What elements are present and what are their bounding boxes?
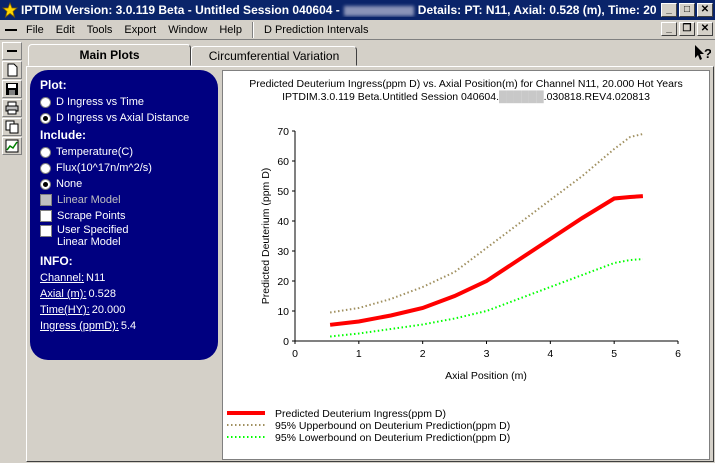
context-help-icon[interactable]: ? [693, 44, 711, 62]
deuterium-chart: Predicted Deuterium Ingress(ppm D) vs. A… [227, 78, 683, 444]
checkbox-box[interactable] [40, 210, 52, 222]
left-toolbar [0, 41, 24, 463]
child-minimize-button[interactable]: _ [661, 22, 677, 36]
y-axis-label: Predicted Deuterium (ppm D) [260, 168, 272, 305]
tab-strip: Main Plots Circumferential Variation [28, 44, 357, 66]
checkbox-scrape-points[interactable]: Scrape Points [40, 208, 208, 224]
menu-tools[interactable]: Tools [86, 23, 113, 36]
toolbar-collapse-button[interactable] [2, 42, 22, 60]
y-tick-label: 70 [277, 126, 289, 138]
app-star-icon[interactable] [2, 2, 18, 18]
radio-temperature[interactable]: Temperature(C) [40, 144, 208, 160]
include-header: Include: [40, 128, 87, 142]
radio-unchecked[interactable] [40, 162, 51, 174]
menu-d-prediction-intervals[interactable]: D Prediction Intervals [263, 23, 369, 36]
menu-file[interactable]: File [26, 23, 44, 36]
y-tick-label: 40 [277, 216, 289, 228]
x-tick-label: 0 [292, 348, 298, 360]
series-predicted-line [329, 194, 644, 327]
y-tick-label: 0 [283, 336, 289, 348]
redacted-text: ██████ [499, 90, 544, 104]
radio-checked[interactable] [40, 112, 51, 124]
printer-icon [5, 101, 19, 115]
y-tick-label: 20 [277, 276, 289, 288]
print-button[interactable] [2, 99, 22, 117]
legend: Predicted Deuterium Ingress(ppm D)95% Up… [227, 408, 510, 444]
menu-window[interactable]: Window [168, 23, 208, 36]
save-disk-icon [6, 83, 18, 95]
new-file-icon [7, 63, 18, 77]
plot-header: Plot: [40, 78, 67, 92]
chart-subtitle: IPTDIM.3.0.119 Beta.Untitled Session 040… [282, 90, 650, 104]
svg-text:?: ? [704, 46, 711, 61]
tab-page [26, 66, 714, 462]
x-tick-label: 4 [547, 348, 553, 360]
minus-icon [7, 50, 17, 52]
copy-icon [5, 120, 19, 134]
chart-area: Predicted Deuterium Ingress(ppm D) vs. A… [222, 70, 710, 460]
child-close-button[interactable]: ✕ [697, 22, 713, 36]
menu-bar: File Edit Tools Export Window Help D Pre… [0, 20, 715, 40]
copy-button[interactable] [2, 118, 22, 136]
series-lowerbound-line [329, 258, 643, 338]
child-restore-button[interactable]: ❐ [679, 22, 695, 36]
y-tick-label: 60 [277, 156, 289, 168]
maximize-button[interactable]: □ [679, 3, 695, 17]
minimize-button[interactable]: _ [661, 3, 677, 17]
legend-lowerbound-label: 95% Lowerbound on Deuterium Prediction(p… [275, 432, 510, 444]
x-tick-label: 3 [484, 348, 490, 360]
x-tick-label: 6 [675, 348, 681, 360]
y-tick-label: 10 [277, 306, 289, 318]
menu-edit[interactable]: Edit [55, 23, 75, 36]
checkbox-linear-model[interactable]: Linear Model [40, 192, 208, 208]
info-time: Time(HY): 20.000 [40, 304, 126, 316]
radio-none[interactable]: None [40, 176, 208, 192]
redacted-text [343, 5, 414, 16]
tab-circumferential-variation[interactable]: Circumferential Variation [191, 46, 357, 66]
series-upperbound-line [329, 133, 644, 314]
checkbox-user-specified-linear-model[interactable]: User Specified Linear Model [40, 224, 208, 250]
chart-icon [5, 139, 19, 153]
menu-help[interactable]: Help [219, 23, 242, 36]
radio-d-ingress-vs-time[interactable]: D Ingress vs Time [40, 94, 208, 110]
y-tick-label: 50 [277, 186, 289, 198]
tab-main-plots[interactable]: Main Plots [28, 44, 191, 66]
radio-checked[interactable] [40, 178, 51, 190]
new-button[interactable] [2, 61, 22, 79]
x-tick-label: 1 [356, 348, 362, 360]
chart-button[interactable] [2, 137, 22, 155]
plot-options-panel: Plot: D Ingress vs Time D Ingress vs Axi… [30, 70, 218, 360]
info-header: INFO: [40, 254, 73, 268]
radio-flux[interactable]: Flux(10^17n/m^2/s) [40, 160, 208, 176]
y-tick-label: 30 [277, 246, 289, 258]
legend-upperbound-label: 95% Upperbound on Deuterium Prediction(p… [275, 420, 510, 432]
document-menu-icon[interactable] [2, 22, 20, 38]
radio-d-ingress-vs-axial[interactable]: D Ingress vs Axial Distance [40, 110, 208, 126]
title-bar: IPTDIM Version: 3.0.119 Beta - Untitled … [0, 0, 715, 20]
window-title: IPTDIM Version: 3.0.119 Beta - Untitled … [21, 3, 657, 17]
menu-export[interactable]: Export [124, 23, 157, 36]
chart-title: Predicted Deuterium Ingress(ppm D) vs. A… [249, 78, 682, 90]
save-button[interactable] [2, 80, 22, 98]
checkbox-box[interactable] [40, 194, 52, 206]
x-tick-label: 2 [420, 348, 426, 360]
menu-separator [251, 21, 254, 38]
x-tick-label: 5 [611, 348, 617, 360]
radio-unchecked[interactable] [40, 146, 51, 158]
legend-predicted-label: Predicted Deuterium Ingress(ppm D) [275, 408, 446, 420]
info-axial: Axial (m): 0.528 [40, 288, 116, 300]
info-ingress: Ingress (ppmD): 5.4 [40, 320, 137, 332]
close-button[interactable]: ✕ [697, 3, 713, 17]
x-axis-label: Axial Position (m) [445, 370, 527, 382]
radio-unchecked[interactable] [40, 96, 51, 108]
info-channel: Channel: N11 [40, 272, 106, 284]
checkbox-box[interactable] [40, 225, 52, 237]
